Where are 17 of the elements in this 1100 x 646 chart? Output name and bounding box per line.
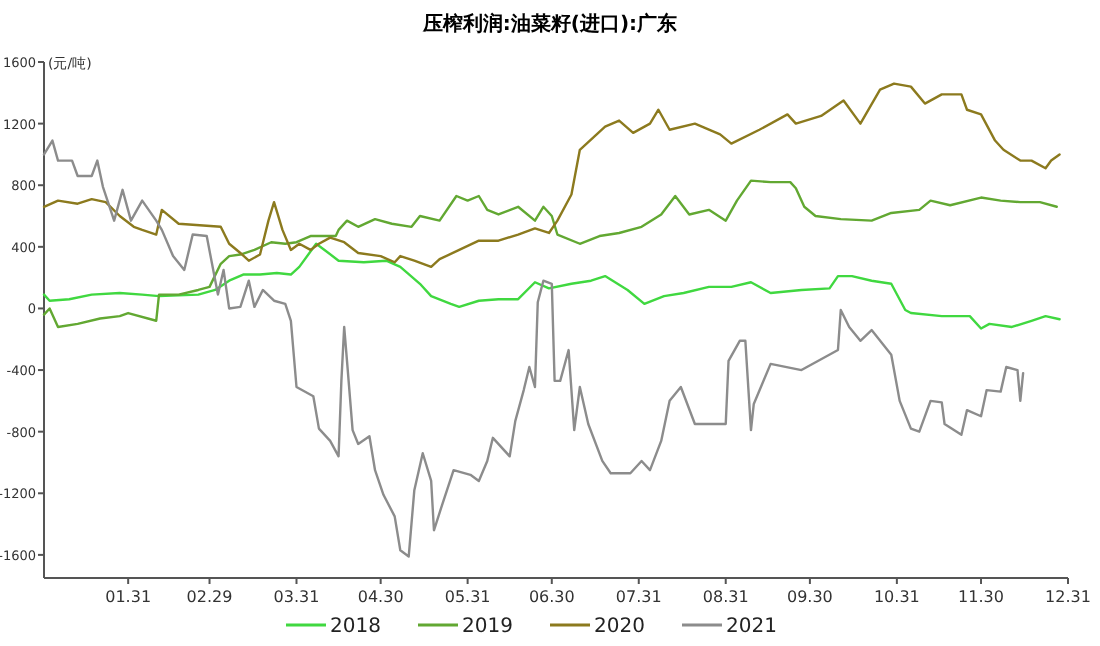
- x-tick-label: 05.31: [444, 588, 491, 606]
- x-tick-label: 02.29: [186, 588, 233, 606]
- legend-label: 2019: [462, 616, 513, 638]
- legend-label: 2018: [330, 616, 381, 638]
- x-tick-label: 08.31: [702, 588, 749, 606]
- x-tick-label: 06.30: [528, 588, 575, 606]
- x-tick-label: 07.31: [615, 588, 662, 606]
- chart-title: 压榨利润:油菜籽(进口):广东: [420, 12, 678, 36]
- x-tick-label: 12.31: [1045, 588, 1091, 606]
- x-tick-label: 09.30: [786, 588, 833, 606]
- legend-label: 2020: [594, 616, 645, 638]
- x-tick-label: 03.31: [273, 588, 320, 606]
- legend-label: 2021: [726, 616, 777, 638]
- x-tick-label: 10.31: [873, 588, 920, 606]
- x-tick-label: 04.30: [357, 588, 404, 606]
- x-tick-label: 11.30: [958, 588, 1004, 606]
- x-tick-label: 01.31: [105, 588, 152, 606]
